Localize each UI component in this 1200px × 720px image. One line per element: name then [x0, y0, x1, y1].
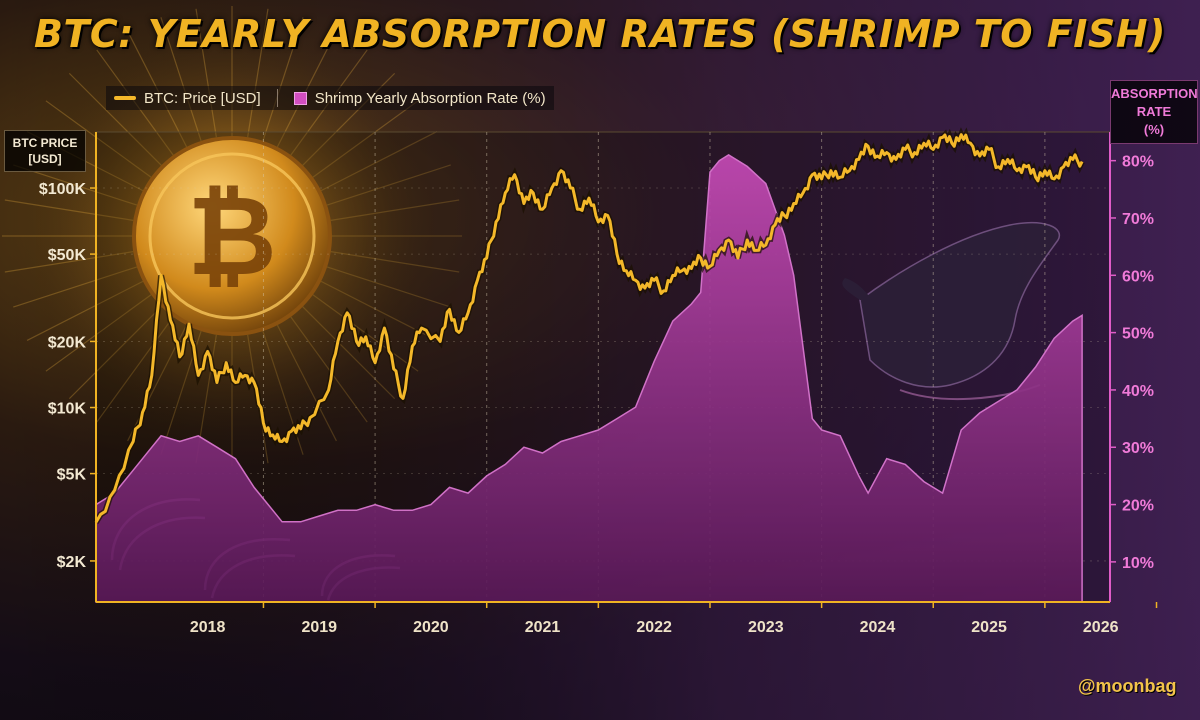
- sun-ray: [247, 8, 269, 138]
- sun-ray: [330, 251, 460, 273]
- chart-title: BTC: YEARLY ABSORPTION RATES (SHRIMP TO …: [34, 12, 1166, 56]
- left-axis-label-line2: [USD]: [28, 152, 62, 166]
- sun-ray: [320, 131, 438, 192]
- left-tick-label: $100K: [39, 181, 87, 198]
- x-tick-label: 2021: [525, 619, 561, 636]
- watermark: @moonbag: [1078, 676, 1177, 696]
- right-tick-label: 20%: [1122, 498, 1154, 515]
- legend-swatch-absorption: [293, 91, 307, 105]
- left-axis-label-line1: BTC PRICE: [12, 136, 78, 150]
- right-tick-label: 60%: [1122, 268, 1154, 285]
- sun-ray: [312, 100, 419, 178]
- price-line: [94, 133, 1084, 524]
- legend-label-price: BTC: Price [USD]: [144, 89, 261, 107]
- sun-ray: [160, 17, 202, 142]
- sun-ray: [96, 316, 174, 423]
- right-tick-label: 50%: [1122, 326, 1154, 343]
- legend-item-absorption: Shrimp Yearly Absorption Rate (%): [293, 89, 546, 107]
- x-axis-ticks: 2018 2019 2020 2021 2022 2023 2024 2025 2026: [190, 602, 1158, 636]
- legend: BTC: Price [USD] Shrimp Yearly Absorptio…: [106, 86, 554, 110]
- right-axis-ticks: 10% 20% 30% 40% 50% 60% 70% 80%: [1110, 154, 1154, 572]
- left-tick-label: $20K: [48, 334, 87, 351]
- sun-ray: [13, 266, 138, 308]
- absorption-area: [95, 154, 1083, 603]
- sun-ray: [45, 100, 152, 178]
- legend-separator: [276, 89, 278, 107]
- svg-text:₿: ₿: [187, 172, 277, 300]
- left-axis-ticks: $2K $5K $10K $20K $50K $100K: [39, 181, 96, 571]
- left-axis-label: BTC PRICE [USD]: [4, 130, 86, 172]
- legend-item-price: BTC: Price [USD]: [114, 90, 261, 107]
- legend-swatch-price: [114, 96, 136, 100]
- x-tick-label: 2025: [971, 619, 1007, 636]
- x-tick-label: 2026: [1083, 619, 1119, 636]
- sun-ray: [326, 266, 451, 308]
- right-axis-label-line2: (%): [1143, 122, 1165, 137]
- right-tick-label: 70%: [1122, 211, 1154, 228]
- right-tick-label: 30%: [1122, 440, 1154, 457]
- left-tick-label: $50K: [48, 247, 87, 264]
- x-tick-label: 2022: [636, 619, 672, 636]
- right-axis-label-line1: ABSORPTION RATE: [1111, 86, 1198, 119]
- legend-label-absorption: Shrimp Yearly Absorption Rate (%): [314, 89, 546, 107]
- sun-ray: [4, 199, 134, 221]
- left-tick-label: $2K: [57, 554, 87, 571]
- sun-ray: [195, 8, 217, 138]
- sun-ray: [326, 164, 451, 206]
- right-tick-label: 10%: [1122, 555, 1154, 572]
- sun-ray: [262, 17, 304, 142]
- sun-ray: [330, 199, 460, 221]
- sun-ray: [68, 72, 162, 166]
- right-tick-label: 40%: [1122, 383, 1154, 400]
- x-tick-label: 2024: [860, 619, 896, 636]
- sun-ray: [45, 294, 152, 372]
- sun-ray: [302, 306, 396, 400]
- left-tick-label: $5K: [57, 467, 87, 484]
- x-tick-label: 2023: [748, 619, 784, 636]
- sun-ray: [4, 251, 134, 273]
- left-tick-label: $10K: [48, 401, 87, 418]
- bitcoin-coin-icon: ₿: [132, 136, 332, 336]
- right-tick-label: 80%: [1122, 154, 1154, 171]
- sun-ray: [26, 280, 144, 341]
- x-tick-label: 2020: [413, 619, 449, 636]
- sun-ray: [276, 324, 337, 442]
- sun-ray: [290, 316, 368, 423]
- right-axis-label: ABSORPTION RATE (%): [1110, 80, 1198, 144]
- sun-ray: [68, 306, 162, 400]
- x-tick-label: 2018: [190, 619, 226, 636]
- x-tick-label: 2019: [301, 619, 337, 636]
